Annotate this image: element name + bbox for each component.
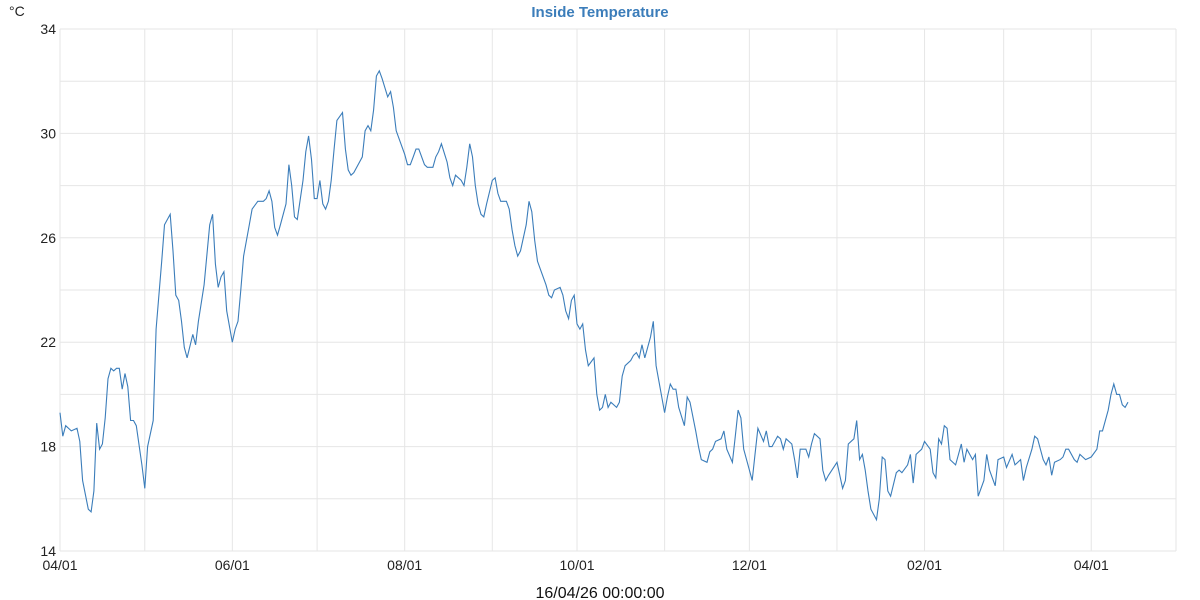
y-tick-label: 30	[40, 125, 56, 141]
y-tick-label: 14	[40, 543, 56, 559]
x-tick-label: 08/01	[387, 557, 422, 573]
x-tick-label: 04/01	[1074, 557, 1109, 573]
y-axis-unit: °C	[9, 3, 25, 19]
x-tick-label: 02/01	[907, 557, 942, 573]
grid	[59, 28, 1177, 552]
y-tick-label: 34	[40, 21, 56, 37]
x-tick-label: 12/01	[732, 557, 767, 573]
x-tick-label: 06/01	[215, 557, 250, 573]
y-tick-label: 26	[40, 230, 56, 246]
chart-title: Inside Temperature	[531, 4, 668, 21]
x-tick-label: 10/01	[560, 557, 595, 573]
y-tick-label: 22	[40, 334, 56, 350]
x-axis-timestamp: 16/04/26 00:00:00	[535, 585, 664, 600]
tick-labels: 14 18 22 26 30 34 04/01 06/01 08/01 10/01 12/01 02/…	[40, 21, 1109, 573]
y-tick-label: 18	[40, 439, 56, 455]
x-tick-label: 04/01	[42, 557, 77, 573]
series-line	[59, 69, 1129, 522]
